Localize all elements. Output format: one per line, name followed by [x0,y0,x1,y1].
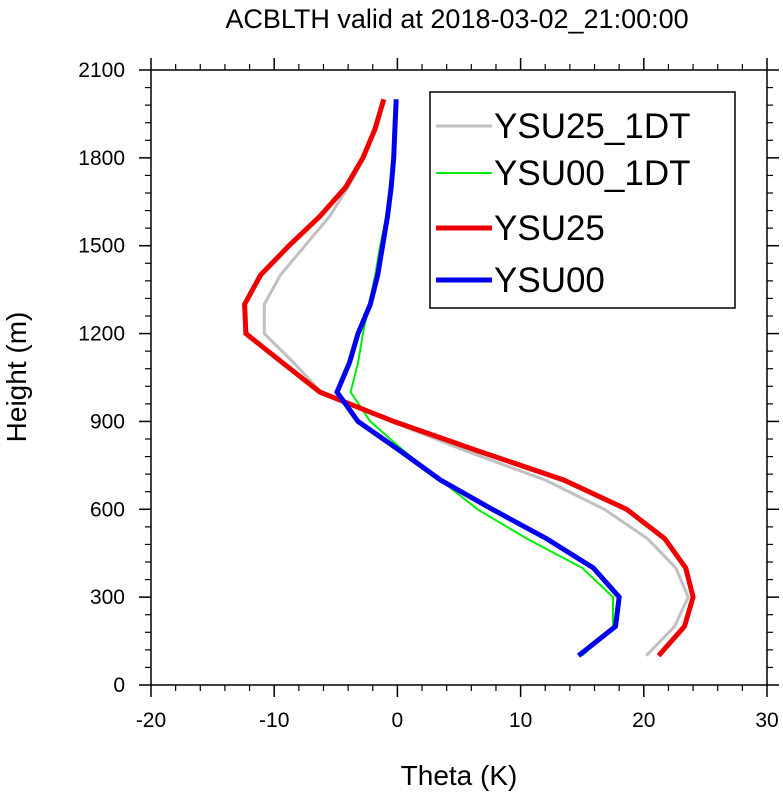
legend-items: YSU25_1DT YSU00_1DT YSU25 YSU00 [436,107,690,300]
legend-label: YSU00_1DT [494,154,690,193]
legend-label: YSU25 [494,209,605,248]
x-tick-label: -10 [259,709,289,732]
x-tick-label: 0 [392,709,404,732]
series-line-ysu25 [242,98,696,658]
legend-box [429,91,736,309]
plot-frame [150,69,768,686]
y-tick-label: 900 [90,410,125,433]
x-tick-label: 10 [509,709,532,732]
y-tick-label: 1500 [78,235,125,258]
legend-label: YSU00 [494,261,605,300]
series-layer [242,98,696,658]
y-tick-label: 300 [90,586,125,609]
legend: YSU25_1DT YSU00_1DT YSU25 YSU00 [429,91,736,309]
y-tick-label: 2100 [78,59,125,82]
series-line-ysu00 [334,99,622,658]
y-axis-title: Height (m) [1,312,32,443]
y-tick-label: 0 [113,674,125,697]
series-line-ysu25-1dt [262,98,690,657]
y-tick-label: 1800 [78,147,125,170]
x-tick-label: -20 [136,709,166,732]
y-tick-label: 1200 [78,323,125,346]
legend-label: YSU25_1DT [494,107,690,146]
chart-title: ACBLTH valid at 2018-03-02_21:00:00 [225,4,688,34]
x-tick-label: 20 [632,709,655,732]
y-tick-label: 600 [90,498,125,521]
x-tick-label: 30 [755,709,778,732]
x-axis-title: Theta (K) [401,760,518,791]
